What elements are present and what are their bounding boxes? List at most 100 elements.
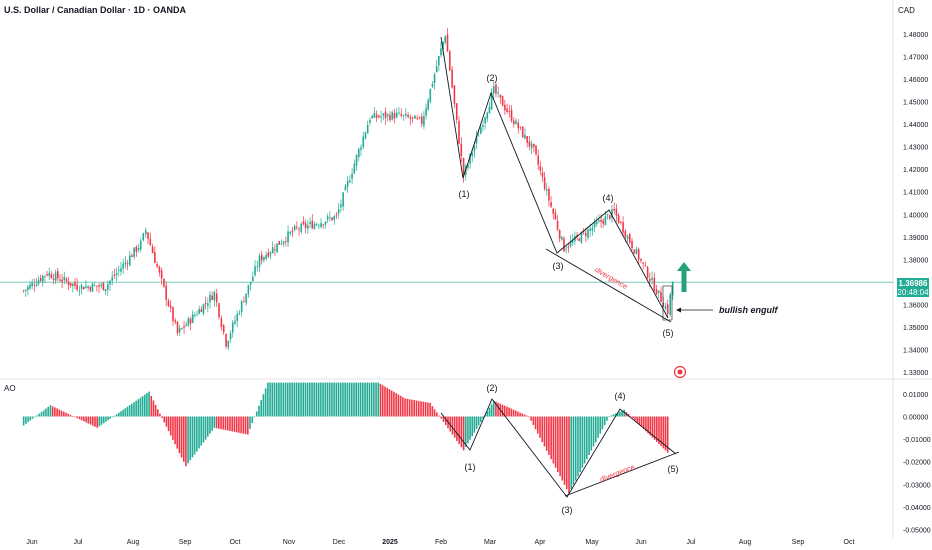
candle-body — [480, 127, 482, 134]
ao-bar — [510, 408, 513, 417]
candle-body — [254, 266, 256, 276]
ao-bar — [191, 416, 194, 458]
ao-bar — [386, 387, 389, 417]
ao-bar — [601, 416, 604, 430]
ao-bar — [215, 416, 218, 429]
candle-body — [109, 280, 111, 285]
ao-bar — [649, 416, 652, 436]
ao-bar — [333, 382, 335, 417]
candle-body — [298, 228, 300, 230]
candle-body — [484, 117, 486, 124]
ao-bar — [632, 416, 634, 419]
ao-bar — [222, 416, 225, 430]
ao-bar — [664, 416, 667, 451]
candle-body — [521, 126, 524, 138]
candle-body — [519, 126, 522, 128]
candle-body — [247, 285, 250, 295]
indicator-label[interactable]: AO — [4, 384, 16, 393]
ao-bar — [109, 416, 112, 419]
ao-bar — [94, 416, 96, 427]
ao-bar — [629, 416, 632, 417]
candle-body — [416, 117, 419, 119]
ao-bar — [597, 416, 599, 438]
candle-body — [142, 233, 145, 241]
candle-body — [633, 249, 636, 254]
ao-bar — [536, 416, 539, 434]
candle-body — [342, 192, 344, 207]
candle-body — [617, 214, 620, 224]
ao-bar — [357, 382, 360, 417]
price-tick-label: 1.44000 — [903, 122, 928, 129]
candle-body — [280, 243, 283, 245]
ao-bar — [482, 416, 484, 419]
candle-body — [209, 294, 211, 303]
ao-tick-label: -0.05000 — [903, 528, 931, 535]
candle-body — [380, 116, 382, 118]
candle-body — [393, 113, 396, 119]
candle-body — [267, 252, 270, 257]
currency-label[interactable]: CAD — [898, 6, 915, 15]
price-tick-label: 1.39000 — [903, 235, 928, 242]
candle-body — [508, 110, 511, 112]
candle-body — [671, 281, 674, 296]
time-tick-label: Jul — [74, 539, 83, 546]
candle-body — [44, 275, 46, 277]
time-tick-label: Jun — [26, 539, 37, 546]
candle-body — [492, 86, 495, 94]
ao-bar — [322, 382, 324, 417]
ao-bar — [98, 416, 101, 427]
ao-tick-label: -0.01000 — [903, 437, 931, 444]
ao-bar — [251, 416, 254, 424]
candle-body — [202, 303, 205, 314]
ao-bar — [408, 399, 411, 417]
ao-bar — [304, 382, 307, 417]
ao-bar — [137, 399, 140, 417]
ao-bar — [131, 403, 133, 417]
ao-bar — [54, 407, 56, 417]
ao-bar — [295, 382, 298, 417]
ao-bar — [561, 416, 564, 481]
candle-body — [220, 318, 223, 327]
candle-body — [512, 120, 515, 124]
ao-bar — [574, 416, 577, 481]
candle-body — [243, 301, 245, 303]
candle-body — [582, 231, 585, 233]
candle-body — [580, 232, 583, 243]
price-tick-label: 1.38000 — [903, 257, 928, 264]
candle-body — [213, 291, 216, 301]
ao-bar — [211, 416, 213, 431]
candle-body — [78, 290, 81, 292]
candle-body — [495, 84, 497, 94]
ao-bar — [169, 416, 172, 436]
ao-bar — [373, 382, 375, 417]
ao-bar — [473, 416, 476, 433]
candle-body — [460, 143, 463, 157]
candle-body — [405, 113, 407, 116]
ao-bar — [74, 416, 76, 418]
candle-body — [340, 204, 342, 208]
ao-bar — [440, 416, 443, 419]
candle-body — [265, 254, 267, 259]
candle-body — [473, 145, 476, 152]
candle-body — [200, 309, 203, 312]
ao-bar — [579, 416, 581, 472]
candle-body — [282, 241, 285, 244]
price-tick-label: 1.45000 — [903, 100, 928, 107]
ao-bar — [135, 400, 137, 417]
candle-body — [113, 274, 116, 277]
ao-bar — [154, 404, 157, 417]
ao-bar — [107, 416, 109, 421]
ao-bar — [614, 413, 617, 417]
ao-bar — [462, 416, 465, 451]
candle-body — [33, 284, 36, 286]
candle-body — [218, 303, 220, 318]
candle-body — [249, 282, 252, 285]
candle-body — [240, 301, 243, 313]
time-tick-label: Feb — [435, 539, 447, 546]
candle-body — [635, 248, 638, 254]
ao-bar — [193, 416, 196, 455]
candle-body — [72, 283, 74, 286]
ao-bar — [45, 408, 47, 417]
candle-body — [37, 280, 40, 285]
